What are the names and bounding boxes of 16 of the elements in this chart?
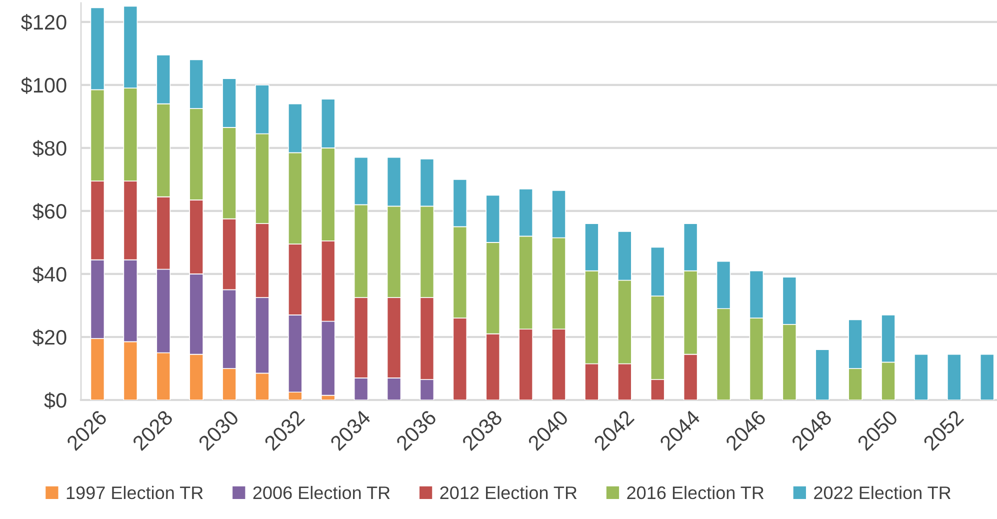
bar <box>946 354 962 400</box>
y-tick-label: $0 <box>44 392 66 409</box>
legend-label: 2012 Election TR <box>440 486 577 500</box>
y-tick-label: $100 <box>20 77 66 94</box>
bar <box>980 354 994 400</box>
legend-label: 1997 Election TR <box>66 486 203 500</box>
legend-label: 2016 Election TR <box>627 486 764 500</box>
bar <box>815 349 830 400</box>
y-tick-label: $120 <box>20 14 66 31</box>
y-tick-label: $60 <box>32 203 66 220</box>
y-tick-label: $40 <box>32 266 66 283</box>
y-tick-label: $20 <box>32 329 66 346</box>
y-tick-label: $80 <box>32 140 66 157</box>
bar <box>914 354 928 400</box>
legend-label: 2006 Election TR <box>253 486 390 500</box>
legend-label: 2022 Election TR <box>814 486 951 500</box>
